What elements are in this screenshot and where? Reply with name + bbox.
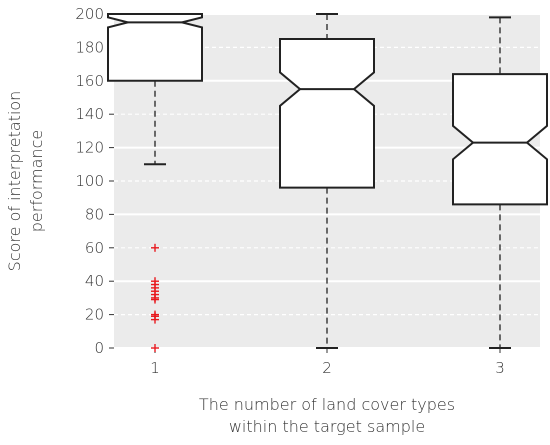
y-tick-label: 160: [75, 72, 104, 90]
outlier-marker: [151, 315, 159, 324]
box-category-2: [279, 13, 375, 349]
y-axis-title-line2: performance: [27, 130, 46, 232]
x-tick-label: 2: [322, 359, 332, 377]
x-axis-title-line1: The number of land cover types: [199, 395, 455, 414]
x-tick-label: 1: [150, 359, 160, 377]
y-tick-label: 80: [85, 205, 104, 223]
y-tick-label: 60: [85, 239, 104, 257]
y-tick-label: 120: [75, 139, 104, 157]
notched-box: [279, 38, 375, 189]
box-category-1: [107, 13, 203, 166]
outlier-marker: [151, 243, 159, 252]
y-axis-ticks: 0 20 40 60 80 100 120 140 160 180 200: [75, 5, 114, 357]
y-tick-label: 180: [75, 38, 104, 56]
outlier-marker: [151, 344, 159, 352]
notched-box: [452, 73, 548, 206]
outlier-marker: [151, 295, 159, 304]
x-axis-ticks: 1 2 3: [150, 348, 505, 377]
notched-box: [107, 13, 203, 82]
y-tick-label: 40: [85, 272, 104, 290]
outliers: [151, 243, 159, 352]
y-tick-label: 20: [85, 306, 104, 324]
y-tick-label: 100: [75, 172, 104, 190]
y-tick-label: 0: [94, 339, 104, 357]
boxes: [107, 13, 548, 349]
box-category-3: [452, 16, 548, 349]
y-axis-title-line1: Score of interpretation: [5, 91, 24, 272]
x-tick-label: 3: [495, 359, 505, 377]
y-tick-label: 140: [75, 105, 104, 123]
y-tick-label: 200: [75, 5, 104, 23]
x-axis-title-line2: within the target sample: [229, 417, 425, 436]
